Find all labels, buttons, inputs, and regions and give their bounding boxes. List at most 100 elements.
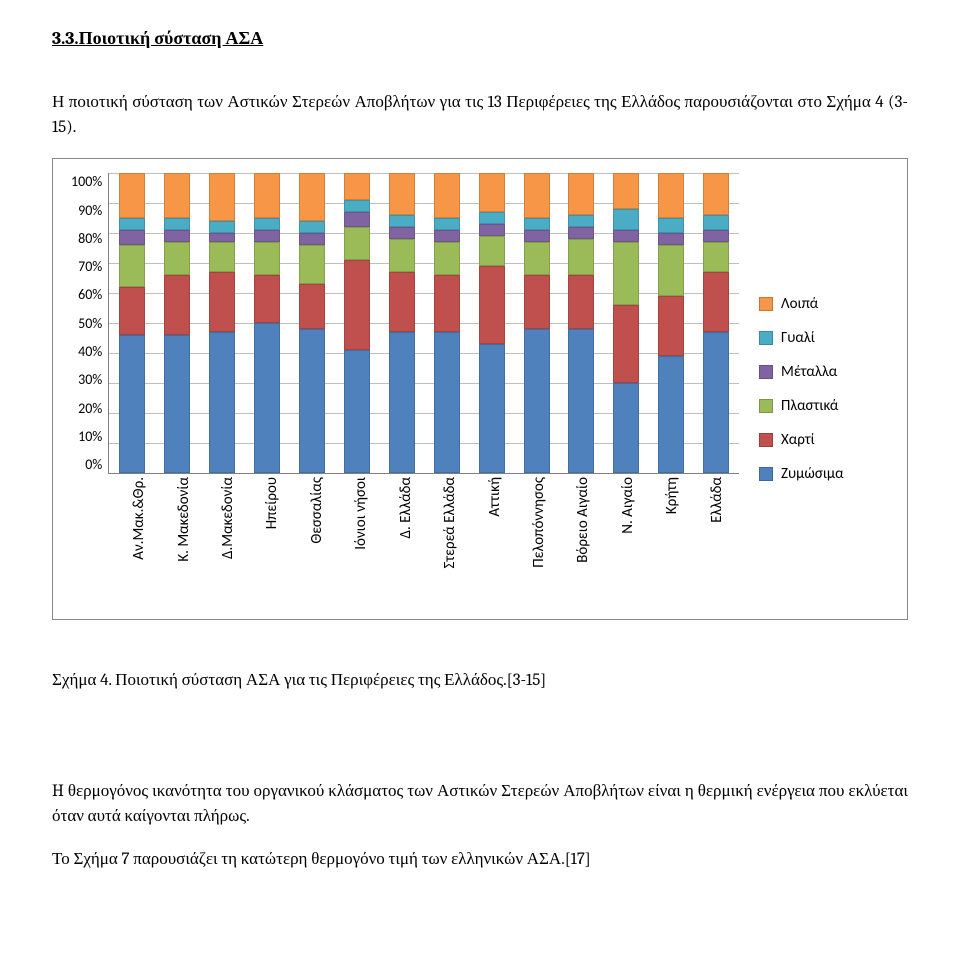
bar-segment (299, 233, 325, 245)
bar-segment (524, 230, 550, 242)
bar-segment (254, 218, 280, 230)
y-tick-label: 20% (78, 400, 102, 417)
y-tick-label: 60% (78, 286, 102, 303)
bar-column (299, 173, 325, 473)
bar-segment (389, 227, 415, 239)
bar-column (479, 173, 505, 473)
x-tick-label: Αττική (482, 477, 508, 605)
y-tick-label: 70% (78, 258, 102, 275)
bar-segment (389, 239, 415, 272)
legend-label: Λοιπά (781, 295, 818, 313)
bar-segment (209, 272, 235, 332)
bar-segment (164, 275, 190, 335)
chart-legend: Λοιπά Γυαλί Μέταλλα Πλαστικά Χαρτί Ζυμώσιμα (739, 173, 889, 605)
bar-segment (613, 173, 639, 209)
legend-item: Ζυμώσιμα (759, 465, 889, 483)
y-tick-label: 0% (85, 456, 102, 473)
bar-column (703, 173, 729, 473)
legend-item: Λοιπά (759, 295, 889, 313)
legend-label: Χαρτί (781, 431, 815, 449)
bar-segment (568, 275, 594, 329)
bar-segment (524, 242, 550, 275)
bar-segment (434, 173, 460, 218)
legend-label: Ζυμώσιμα (781, 465, 844, 483)
bar-segment (344, 227, 370, 260)
chart-x-labels: Αν.Μακ.&Θρ.Κ. ΜακεδονίαΔ.ΜακεδονίαΗπείρο… (117, 477, 739, 605)
legend-swatch (759, 467, 773, 481)
bar-segment (254, 242, 280, 275)
bar-segment (119, 335, 145, 473)
bar-segment (209, 173, 235, 221)
bar-segment (299, 284, 325, 329)
chart-bars (109, 173, 739, 473)
bar-segment (524, 275, 550, 329)
x-tick-label: Πελοπόννησος (526, 477, 552, 605)
bar-column (254, 173, 280, 473)
x-tick-label: Ν. Αιγαίο (615, 477, 641, 605)
bar-segment (524, 218, 550, 230)
bar-segment (613, 383, 639, 473)
bar-segment (299, 221, 325, 233)
bar-segment (613, 305, 639, 383)
bar-segment (568, 239, 594, 275)
bar-segment (658, 173, 684, 218)
legend-item: Μέταλλα (759, 363, 889, 381)
bar-segment (209, 221, 235, 233)
bar-segment (524, 329, 550, 473)
chart-y-axis: 100%90%80%70%60%50%40%30%20%10%0% (71, 173, 108, 473)
bar-segment (479, 224, 505, 236)
bar-segment (389, 215, 415, 227)
legend-label: Γυαλί (781, 329, 815, 347)
bar-column (389, 173, 415, 473)
legend-swatch (759, 433, 773, 447)
x-tick-label: Ιόνιοι νήσοι (348, 477, 374, 605)
bar-segment (524, 173, 550, 218)
y-tick-label: 40% (78, 343, 102, 360)
x-tick-label: Ηπείρου (259, 477, 285, 605)
bar-column (613, 173, 639, 473)
chart-container: 100%90%80%70%60%50%40%30%20%10%0% Αν.Μακ… (52, 158, 908, 620)
y-tick-label: 90% (78, 202, 102, 219)
bar-segment (613, 242, 639, 305)
section-heading: 3.3.Ποιοτική σύσταση ΑΣΑ (52, 28, 908, 49)
bar-segment (299, 329, 325, 473)
intro-paragraph: Η ποιοτική σύσταση των Αστικών Στερεών Α… (52, 91, 908, 140)
y-tick-label: 50% (78, 315, 102, 332)
x-tick-label: Ελλάδα (704, 477, 730, 605)
x-tick-label: Δ. Ελλάδα (393, 477, 419, 605)
bar-segment (119, 173, 145, 218)
bar-segment (164, 242, 190, 275)
bar-segment (119, 245, 145, 287)
legend-swatch (759, 331, 773, 345)
bar-segment (209, 332, 235, 473)
bar-segment (119, 218, 145, 230)
bar-segment (209, 233, 235, 242)
bar-segment (434, 230, 460, 242)
x-tick-label: Στερεά Ελλάδα (437, 477, 463, 605)
legend-swatch (759, 365, 773, 379)
legend-label: Πλαστικά (781, 397, 838, 415)
bar-segment (434, 242, 460, 275)
y-tick-label: 30% (78, 371, 102, 388)
bar-segment (389, 272, 415, 332)
bar-segment (568, 227, 594, 239)
bar-segment (658, 245, 684, 296)
bar-segment (613, 230, 639, 242)
bar-segment (164, 335, 190, 473)
chart-plot-area (108, 173, 739, 474)
legend-label: Μέταλλα (781, 363, 837, 381)
legend-swatch (759, 399, 773, 413)
bar-segment (164, 173, 190, 218)
bar-segment (658, 233, 684, 245)
bar-segment (703, 215, 729, 230)
legend-swatch (759, 297, 773, 311)
bar-column (119, 173, 145, 473)
x-tick-label: Αν.Μακ.&Θρ. (126, 477, 152, 605)
bar-segment (703, 272, 729, 332)
x-tick-label: Θεσσαλίας (304, 477, 330, 605)
bar-segment (658, 218, 684, 233)
bar-segment (299, 245, 325, 284)
bar-segment (613, 209, 639, 230)
bar-segment (344, 350, 370, 473)
legend-item: Χαρτί (759, 431, 889, 449)
